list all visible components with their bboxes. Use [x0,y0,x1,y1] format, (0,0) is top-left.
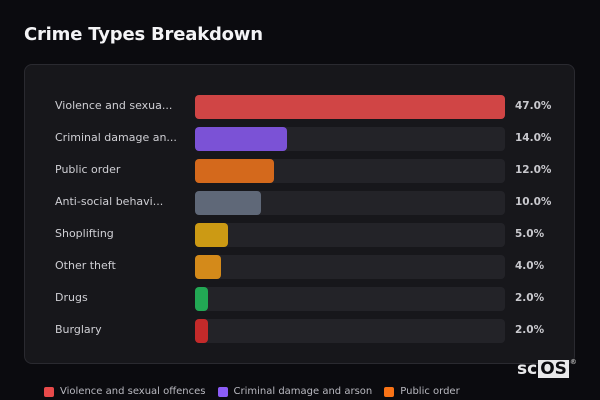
registered-mark: ® [569,358,577,366]
bar-label: Public order [55,163,121,176]
legend-item[interactable]: Criminal damage and arson [217,386,373,397]
bar-row[interactable]: Shoplifting 5.0% [25,223,574,247]
legend-item[interactable]: Public order [384,386,460,397]
bar-track [195,127,505,151]
bar-label: Other theft [55,259,116,272]
bar-value: 47.0% [515,100,552,112]
bar-label: Criminal damage an... [55,131,177,144]
chart-title: Crime Types Breakdown [24,24,263,45]
bar-row[interactable]: Violence and sexua... 47.0% [25,95,574,119]
chart-card: Violence and sexua... 47.0% Criminal damag… [24,64,575,364]
bar-track [195,319,505,343]
bar-fill[interactable] [195,319,209,343]
bar-fill[interactable] [195,191,261,215]
bar-value: 4.0% [515,260,545,272]
chart-legend: Violence and sexual offences Criminal dam… [44,386,460,397]
bar-value: 14.0% [515,132,552,144]
bar-row[interactable]: Burglary 2.0% [25,319,574,343]
legend-label: Violence and sexual offences [60,386,206,397]
bar-value: 2.0% [515,292,545,304]
bar-value: 5.0% [515,228,545,240]
bar-row[interactable]: Criminal damage an... 14.0% [25,127,574,151]
legend-label: Public order [400,386,460,397]
bar-fill[interactable] [195,255,222,279]
legend-item[interactable]: Violence and sexual offences [44,386,206,397]
legend-swatch-icon [384,386,395,397]
bar-row[interactable]: Other theft 4.0% [25,255,574,279]
bar-label: Shoplifting [55,227,114,240]
bar-label: Burglary [55,323,102,336]
bar-label: Violence and sexua... [55,99,173,112]
bar-value: 10.0% [515,196,552,208]
legend-swatch-icon [44,386,54,397]
bar-track [195,191,505,215]
bar-fill[interactable] [195,223,228,247]
logo-os-text: OS [538,359,569,379]
bar-fill[interactable] [195,95,505,119]
scos-logo: sc OS ® [517,358,577,379]
logo-sc-text: sc [517,359,538,379]
bar-track [195,159,505,183]
bar-fill[interactable] [195,159,275,183]
bar-label: Drugs [55,291,88,304]
bar-track [195,95,505,119]
bar-fill[interactable] [195,127,288,151]
bar-fill[interactable] [195,287,209,311]
bar-row[interactable]: Anti-social behavi... 10.0% [25,191,574,215]
bar-track [195,255,505,279]
bar-track [195,287,505,311]
bar-row[interactable]: Drugs 2.0% [25,287,574,311]
legend-label: Criminal damage and arson [233,386,373,397]
bar-label: Anti-social behavi... [55,195,164,208]
bar-row[interactable]: Public order 12.0% [25,159,574,183]
bar-value: 12.0% [515,164,552,176]
bar-value: 2.0% [515,324,545,336]
bar-track [195,223,505,247]
legend-swatch-icon [217,386,228,397]
